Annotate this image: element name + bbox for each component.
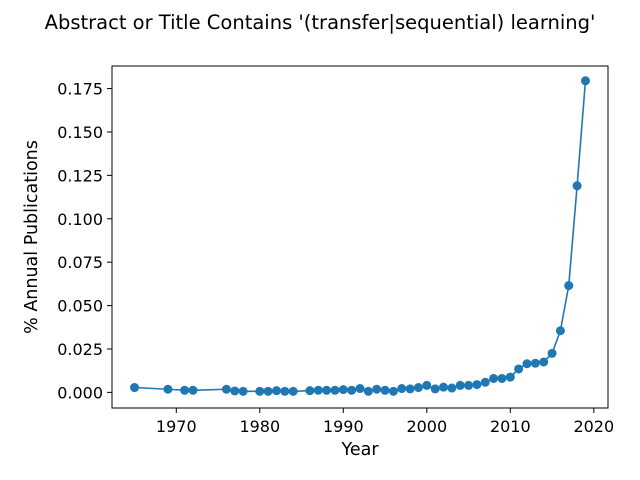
data-point <box>355 384 365 394</box>
data-point <box>580 76 590 86</box>
data-point <box>572 181 582 191</box>
data-point <box>397 384 407 394</box>
data-point <box>388 386 398 396</box>
x-tick-label: 2020 <box>573 417 614 436</box>
data-point <box>180 385 190 395</box>
data-point <box>413 383 423 393</box>
y-tick-label: 0.150 <box>57 123 103 142</box>
y-tick-label: 0.050 <box>57 297 103 316</box>
data-point <box>305 386 315 396</box>
chart-title: Abstract or Title Contains '(transfer|se… <box>45 11 596 34</box>
data-point <box>322 385 332 395</box>
data-point <box>405 384 415 394</box>
data-point <box>514 364 524 374</box>
data-point <box>505 372 515 382</box>
data-point <box>564 281 574 291</box>
data-point <box>330 385 340 395</box>
data-point <box>347 385 357 395</box>
data-point <box>255 386 265 396</box>
y-tick-label: 0.100 <box>57 210 103 229</box>
x-axis: 1970 1980 1990 2000 2010 2020 <box>156 408 614 436</box>
x-tick-label: 1980 <box>239 417 280 436</box>
x-axis-label: Year <box>340 440 379 460</box>
data-point <box>363 386 373 396</box>
data-point <box>422 380 432 390</box>
data-point <box>263 386 273 396</box>
data-point <box>480 377 490 387</box>
data-point <box>238 386 248 396</box>
x-tick-label: 1970 <box>156 417 197 436</box>
data-point <box>539 357 549 367</box>
data-point <box>221 384 231 394</box>
data-point <box>130 383 140 393</box>
data-point <box>430 384 440 394</box>
data-point <box>313 385 323 395</box>
data-point <box>555 326 565 336</box>
data-point <box>455 380 465 390</box>
data-point <box>439 382 449 392</box>
y-axis: 0.000 0.025 0.050 0.075 0.100 0.125 0.150 0.175 <box>57 80 112 402</box>
y-tick-label: 0.075 <box>57 253 103 272</box>
plot-frame <box>111 65 609 409</box>
data-point <box>447 383 457 393</box>
y-tick-label: 0.000 <box>57 383 103 402</box>
data-point <box>280 386 290 396</box>
x-tick-label: 2000 <box>406 417 447 436</box>
series-markers <box>130 76 590 396</box>
y-tick-label: 0.125 <box>57 166 103 185</box>
y-axis-label: % Annual Publications <box>22 140 42 334</box>
series-line <box>134 80 587 393</box>
data-point <box>380 385 390 395</box>
data-point <box>163 384 173 394</box>
data-point <box>497 373 507 383</box>
data-point <box>530 358 540 368</box>
y-tick-label: 0.025 <box>57 340 103 359</box>
x-tick-label: 1990 <box>323 417 364 436</box>
data-point <box>271 386 281 396</box>
y-tick-label: 0.175 <box>57 80 103 99</box>
x-tick-label: 2010 <box>490 417 531 436</box>
data-point <box>230 386 240 396</box>
data-point <box>188 385 198 395</box>
data-point <box>338 385 348 395</box>
data-point <box>288 386 298 396</box>
data-point <box>464 380 474 390</box>
data-point <box>522 359 532 369</box>
data-point <box>547 348 557 358</box>
data-point <box>489 373 499 383</box>
data-point <box>472 380 482 390</box>
data-point <box>372 384 382 394</box>
